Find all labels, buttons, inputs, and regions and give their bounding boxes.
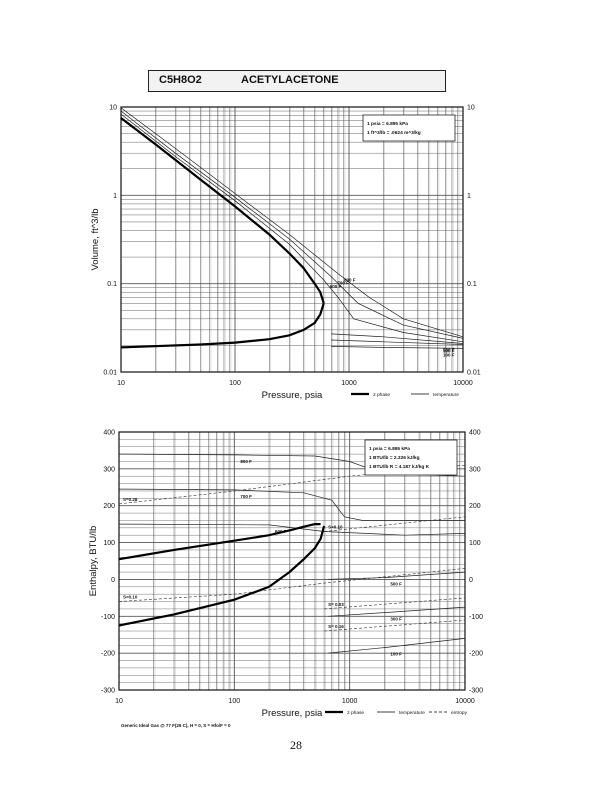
- y-tick-label: -200: [101, 651, 115, 658]
- y-tick-label: 400: [103, 430, 115, 437]
- y-tick-label-right: 300: [469, 466, 481, 473]
- entropy-label: S=0.28: [123, 497, 138, 502]
- legend-label: temperature: [399, 710, 425, 716]
- conversion-text: 1 BTU/lb R = 4.187 kJ/kg K: [369, 464, 430, 470]
- two-phase-curve: [120, 302, 325, 349]
- entropy-line: [324, 619, 466, 632]
- isotherm-line: [328, 638, 466, 654]
- conversion-text: 1 ft^3/lb = .0624 m^3/kg: [367, 130, 421, 136]
- isotherm-label: 600 F: [330, 284, 342, 289]
- y-tick-label-right: 200: [469, 503, 481, 510]
- y-tick-label: 0.1: [107, 281, 117, 288]
- isotherm-line: [120, 113, 464, 343]
- compound-name: ACETYLACETONE: [241, 74, 339, 86]
- plot-frame: [120, 106, 464, 373]
- legend-label: 2 phase: [373, 392, 390, 398]
- y-tick-label-right: 0.1: [467, 281, 477, 288]
- y-tick-label: 0: [111, 577, 115, 584]
- x-tick-label: 1000: [341, 380, 357, 387]
- x-tick-label: 100: [228, 698, 240, 705]
- two-phase-curve: [120, 117, 325, 304]
- isotherm-line: [120, 110, 464, 339]
- x-tick-label: 1000: [342, 698, 358, 705]
- y-tick-label-right: -300: [469, 688, 483, 695]
- y-tick-label-right: 0.01: [467, 370, 481, 377]
- x-tick-label: 10000: [453, 380, 473, 387]
- isotherm-line: [118, 488, 465, 521]
- page-number: 28: [290, 738, 302, 752]
- conversion-text: 1 BTU/lb = 2.326 kJ/kg: [369, 455, 420, 461]
- isotherm-label: 800 F: [344, 278, 356, 283]
- isotherm-label: 700 F: [337, 281, 349, 286]
- isotherm-label: 300 F: [443, 348, 455, 353]
- legend-label: 2 phase: [347, 710, 364, 716]
- y-tick-label: 1: [113, 193, 117, 200]
- y-tick-label: -100: [101, 614, 115, 621]
- y-tick-label: 300: [103, 466, 115, 473]
- conversion-text: 1 psia = 6.895 kPa: [369, 446, 410, 452]
- y-axis-label: Volume, ft^3/lb: [90, 208, 101, 270]
- y-axis-label: Enthalpy, BTU/lb: [88, 526, 99, 597]
- y-tick-label-right: 10: [467, 105, 475, 112]
- isotherm-label: 100 F: [390, 652, 402, 657]
- isotherm-line: [331, 333, 464, 344]
- legend-label: temperature: [433, 392, 459, 398]
- y-tick-label-right: 1: [467, 193, 471, 200]
- isotherm-label: 500 F: [390, 582, 402, 587]
- isotherm-label: 300 F: [390, 617, 402, 622]
- conversion-box: [362, 114, 456, 142]
- legend-label: entropy: [451, 710, 468, 716]
- x-tick-label: 10: [117, 380, 125, 387]
- entropy-label: S= 0.03: [328, 602, 344, 607]
- x-tick-label: 10000: [455, 698, 475, 705]
- isotherm-line: [331, 346, 464, 349]
- isotherm-line: [120, 107, 464, 338]
- chart-title-box: C5H8O2 ACETYLACETONE: [148, 70, 446, 92]
- two-phase-curve: [118, 525, 326, 627]
- y-tick-label-right: 0: [469, 577, 473, 584]
- x-tick-label: 10: [115, 698, 123, 705]
- isotherm-label: 800 F: [240, 459, 252, 464]
- two-phase-curve: [118, 523, 321, 561]
- x-tick-label: 100: [229, 380, 241, 387]
- x-axis-label: Pressure, psia: [262, 708, 323, 719]
- isotherm-label: 700 F: [240, 494, 252, 499]
- isotherm-line: [328, 571, 466, 580]
- entropy-line: [324, 516, 466, 532]
- entropy-line: [324, 597, 466, 610]
- compound-formula: C5H8O2: [159, 74, 202, 86]
- entropy-label: S=0.10: [328, 525, 343, 530]
- chart-footnote: Generic Ideal Gas @ 77 F(25 C), H = 0, S…: [121, 723, 231, 728]
- entropy-line: [118, 568, 466, 602]
- y-tick-label-right: -100: [469, 614, 483, 621]
- isotherm-line: [331, 339, 464, 345]
- y-tick-label-right: -200: [469, 651, 483, 658]
- entropy-label: S=0.10: [123, 595, 138, 600]
- y-tick-label: 200: [103, 503, 115, 510]
- plot-frame: [118, 431, 466, 691]
- y-tick-label: 0.01: [103, 370, 117, 377]
- y-tick-label: 100: [103, 540, 115, 547]
- y-tick-label: -300: [101, 688, 115, 695]
- y-tick-label: 10: [109, 105, 117, 112]
- isotherm-label: 500 F: [443, 348, 455, 353]
- y-tick-label-right: 400: [469, 430, 481, 437]
- x-axis-label: Pressure, psia: [262, 390, 323, 401]
- isotherm-line: [328, 606, 466, 617]
- conversion-text: 1 psia = 6.895 kPa: [367, 121, 408, 127]
- y-tick-label-right: 100: [469, 540, 481, 547]
- entropy-label: S= 0.16: [328, 624, 344, 629]
- isotherm-label: 100 F: [443, 352, 455, 357]
- conversion-box: [364, 439, 458, 476]
